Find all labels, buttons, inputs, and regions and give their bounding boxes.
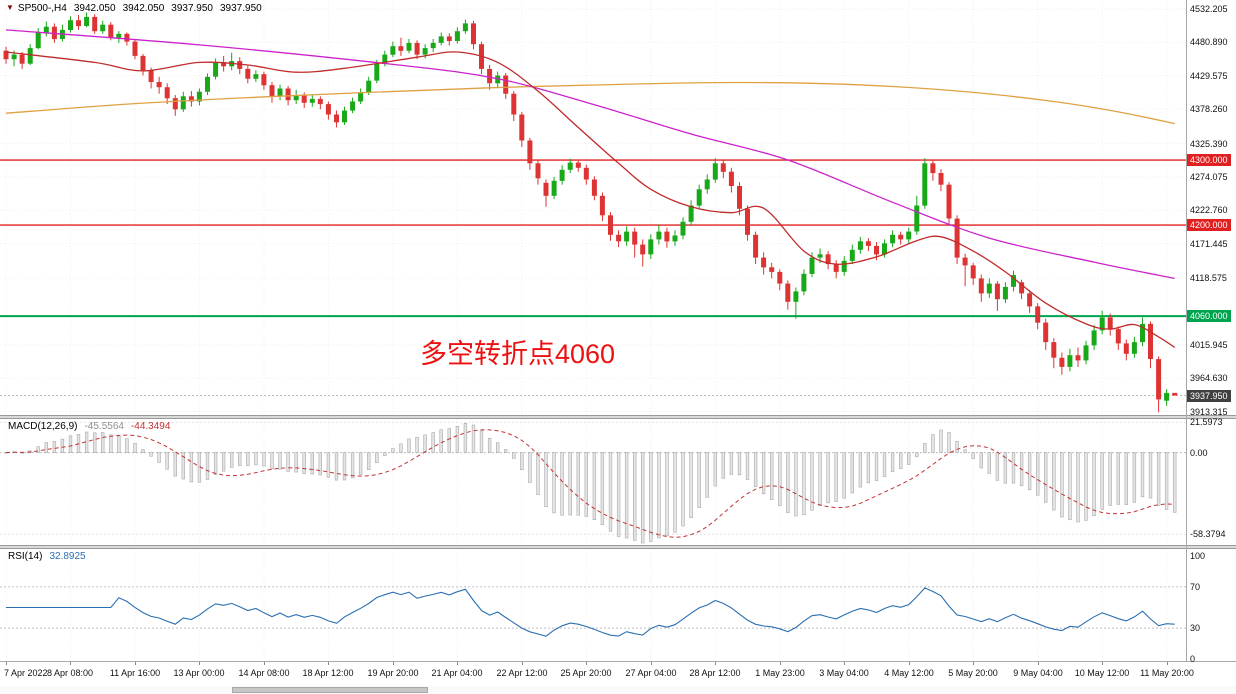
price-line-badge: 4060.000 <box>1187 310 1231 322</box>
rsi-panel[interactable]: RSI(14) 32.8925 <box>0 549 1236 661</box>
time-axis-tick <box>844 662 845 665</box>
annotation-text[interactable]: 多空转折点4060 <box>420 339 616 369</box>
time-axis-label: 27 Apr 04:00 <box>625 668 677 678</box>
symbol-period: SP500-,H4 <box>17 3 67 14</box>
panel-separator[interactable] <box>0 545 1236 549</box>
panel-separator <box>0 661 1236 662</box>
price-axis-divider <box>1186 0 1187 662</box>
time-axis-tick <box>522 662 523 665</box>
macd-label: MACD(12,26,9) -45.5564 -44.3494 <box>8 421 177 432</box>
macd-name: MACD(12,26,9) <box>8 421 78 432</box>
time-axis-label: 3 May 04:00 <box>819 668 869 678</box>
time-axis-tick <box>457 662 458 665</box>
time-axis-tick <box>973 662 974 665</box>
price-axis-label: 3913.315 <box>1190 407 1228 417</box>
time-axis-label: 10 May 12:00 <box>1074 668 1130 678</box>
high-value: 3942.050 <box>122 3 165 14</box>
macd-axis-label: 0.00 <box>1190 448 1208 458</box>
time-axis-label: 14 Apr 08:00 <box>238 668 290 678</box>
time-axis-tick <box>1167 662 1168 665</box>
time-axis-label: 28 Apr 12:00 <box>689 668 741 678</box>
macd-panel[interactable]: MACD(12,26,9) -45.5564 -44.3494 <box>0 419 1236 545</box>
horizontal-scrollbar-thumb[interactable] <box>232 687 428 693</box>
time-axis-label: 8 Apr 08:00 <box>46 668 94 678</box>
time-axis-label: 11 May 20:00 <box>1140 668 1194 678</box>
rsi-canvas[interactable] <box>0 549 1186 661</box>
rsi-axis-label: 30 <box>1190 623 1201 633</box>
price-line-badge: 4200.000 <box>1187 219 1231 231</box>
instrument-marker-icon: ▼ <box>6 3 14 12</box>
rsi-axis-label: 0 <box>1190 654 1196 664</box>
time-axis-label: 1 May 23:00 <box>755 668 805 678</box>
time-axis-tick <box>264 662 265 665</box>
time-axis-tick <box>780 662 781 665</box>
macd-main-value: -45.5564 <box>84 421 124 432</box>
macd-axis-label: -58.3794 <box>1190 529 1226 539</box>
price-chart-canvas[interactable] <box>0 0 1186 415</box>
time-axis-tick <box>135 662 136 665</box>
time-axis-tick <box>651 662 652 665</box>
time-axis-tick <box>715 662 716 665</box>
time-axis-label: 19 Apr 20:00 <box>367 668 419 678</box>
price-axis-label: 4171.445 <box>1190 239 1228 249</box>
rsi-name: RSI(14) <box>8 551 43 562</box>
time-axis-label: 9 May 04:00 <box>1013 668 1063 678</box>
time-axis-tick <box>393 662 394 665</box>
time-axis-label: 13 Apr 00:00 <box>173 668 225 678</box>
time-axis-label: 5 May 20:00 <box>948 668 998 678</box>
price-axis-label: 4274.075 <box>1190 172 1228 182</box>
price-line-badge: 4300.000 <box>1187 154 1231 166</box>
low-value: 3937.950 <box>171 3 213 14</box>
time-axis-label: 18 Apr 12:00 <box>302 668 354 678</box>
time-axis-tick <box>586 662 587 665</box>
time-axis-label: 21 Apr 04:00 <box>431 668 483 678</box>
price-axis-label: 4429.575 <box>1190 71 1228 81</box>
time-axis-tick <box>70 662 71 665</box>
price-chart-panel[interactable]: ▼ SP500-,H4 3942.050 3942.050 3937.950 3937.9… <box>0 0 1236 415</box>
horizontal-scrollbar-track[interactable] <box>0 686 1236 694</box>
price-axis-label: 4378.260 <box>1190 104 1228 114</box>
price-axis[interactable]: 4532.205 4480.890 4429.575 4378.260 4325.390… <box>1186 0 1236 664</box>
close-value: 3937.950 <box>220 3 262 14</box>
rsi-axis-label: 100 <box>1190 551 1206 561</box>
time-axis-label: 4 May 12:00 <box>884 668 934 678</box>
time-axis-tick <box>199 662 200 665</box>
time-axis-tick <box>6 662 7 665</box>
time-axis-tick <box>328 662 329 665</box>
time-axis-label: 22 Apr 12:00 <box>496 668 548 678</box>
price-axis-label: 3964.630 <box>1190 373 1228 383</box>
price-axis-label: 4480.890 <box>1190 37 1228 47</box>
macd-axis-label: 21.5973 <box>1190 417 1223 427</box>
time-axis-label: 25 Apr 20:00 <box>560 668 612 678</box>
time-axis-label: 7 Apr 2022 <box>4 668 48 678</box>
open-value: 3942.050 <box>73 3 116 14</box>
price-axis-label: 4532.205 <box>1190 4 1228 14</box>
rsi-value: 32.8925 <box>49 551 86 562</box>
panel-separator[interactable] <box>0 415 1236 419</box>
macd-signal-value: -44.3494 <box>130 421 171 432</box>
price-axis-label: 4015.945 <box>1190 340 1228 350</box>
time-axis-tick <box>1102 662 1103 665</box>
macd-canvas[interactable] <box>0 419 1186 545</box>
time-axis-label: 11 Apr 16:00 <box>109 668 161 678</box>
rsi-label: RSI(14) 32.8925 <box>8 551 93 562</box>
rsi-axis-label: 70 <box>1190 582 1201 592</box>
time-axis[interactable]: 7 Apr 2022 8 Apr 08:00 11 Apr 16:00 13 Apr … <box>0 662 1236 686</box>
current-price-badge: 3937.950 <box>1187 390 1231 402</box>
time-axis-tick <box>909 662 910 665</box>
price-axis-label: 4325.390 <box>1190 139 1228 149</box>
price-axis-label: 4222.760 <box>1190 205 1228 215</box>
price-axis-label: 4118.575 <box>1190 273 1227 283</box>
ohlc-readout: ▼ SP500-,H4 3942.050 3942.050 3937.950 3937.9… <box>6 3 269 14</box>
time-axis-tick <box>1038 662 1039 665</box>
